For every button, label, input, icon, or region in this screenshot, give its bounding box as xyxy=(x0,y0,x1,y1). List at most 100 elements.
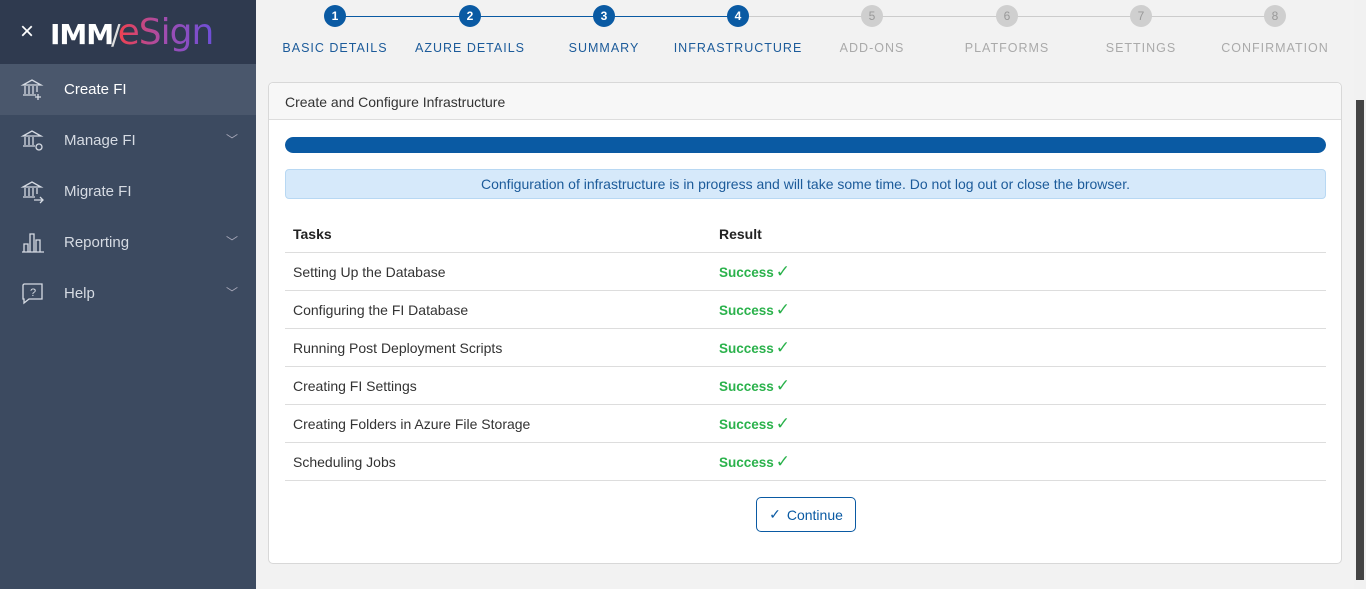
sidebar-item-reporting[interactable]: Reporting ﹀ xyxy=(0,217,256,268)
chevron-down-icon[interactable]: ﹀ xyxy=(225,286,238,300)
step-label: PLATFORMS xyxy=(964,41,1050,55)
step-settings: 7 SETTINGS xyxy=(1074,5,1208,55)
table-row: Running Post Deployment Scripts Success ✓ xyxy=(285,329,1326,367)
infrastructure-card: Create and Configure Infrastructure Conf… xyxy=(268,82,1342,564)
logo-slash: / xyxy=(111,17,120,51)
step-label: INFRASTRUCTURE xyxy=(673,41,803,55)
chevron-down-icon[interactable]: ﹀ xyxy=(225,235,238,249)
sidebar-item-label: Reporting xyxy=(64,234,130,251)
step-label: AZURE DETAILS xyxy=(414,41,525,55)
continue-button[interactable]: ✓ Continue xyxy=(756,497,856,532)
sidebar-item-help[interactable]: ? Help ﹀ xyxy=(0,268,256,319)
scrollbar-thumb[interactable] xyxy=(1356,100,1364,580)
step-label: CONFIRMATION xyxy=(1221,41,1329,55)
result-status: Success ✓ xyxy=(719,300,790,320)
sidebar-item-create-fi[interactable]: Create FI xyxy=(0,64,256,115)
continue-label: Continue xyxy=(786,506,843,523)
table-row: Creating FI Settings Success ✓ xyxy=(285,367,1326,405)
step-platforms: 6 PLATFORMS xyxy=(940,5,1074,55)
bank-plus-icon xyxy=(0,77,64,103)
check-icon: ✓ xyxy=(775,413,791,433)
task-name: Running Post Deployment Scripts xyxy=(293,339,503,356)
step-label: SUMMARY xyxy=(568,41,640,55)
result-status: Success ✓ xyxy=(719,338,790,358)
step-connector xyxy=(470,16,604,17)
brand-header: × IMM / eSign xyxy=(0,0,256,64)
result-text: Success xyxy=(719,454,774,470)
task-name: Setting Up the Database xyxy=(293,263,446,280)
task-name: Creating Folders in Azure File Storage xyxy=(293,415,531,432)
header-tasks: Tasks xyxy=(293,225,332,242)
check-icon: ✓ xyxy=(775,375,791,395)
task-name: Creating FI Settings xyxy=(293,377,417,394)
step-summary: 3 SUMMARY xyxy=(537,5,671,55)
step-label: ADD-ONS xyxy=(839,41,905,55)
table-row: Creating Folders in Azure File Storage Su… xyxy=(285,405,1326,443)
result-text: Success xyxy=(719,340,774,356)
table-row: Setting Up the Database Success ✓ xyxy=(285,253,1326,291)
table-row: Configuring the FI Database Success ✓ xyxy=(285,291,1326,329)
step-connector xyxy=(738,16,872,17)
step-connector xyxy=(1007,16,1141,17)
step-number: 7 xyxy=(1130,5,1152,27)
result-text: Success xyxy=(719,302,774,318)
svg-text:?: ? xyxy=(30,287,36,299)
card-title: Create and Configure Infrastructure xyxy=(269,83,1341,120)
result-status: Success ✓ xyxy=(719,376,790,396)
step-azure-details: 2 AZURE DETAILS xyxy=(403,5,537,55)
result-status: Success ✓ xyxy=(719,452,790,472)
step-number: 1 xyxy=(324,5,346,27)
step-number: 8 xyxy=(1264,5,1286,27)
task-name: Configuring the FI Database xyxy=(293,301,469,318)
progress-bar xyxy=(285,137,1326,153)
chevron-down-icon[interactable]: ﹀ xyxy=(225,133,238,147)
table-row: Scheduling Jobs Success ✓ xyxy=(285,443,1326,481)
sidebar-item-label: Help xyxy=(64,285,95,302)
result-text: Success xyxy=(719,264,774,280)
logo-text: IMM xyxy=(50,17,114,51)
result-text: Success xyxy=(719,378,774,394)
logo-esign: eSign xyxy=(117,11,215,53)
bank-gear-icon xyxy=(0,128,64,154)
sidebar-item-label: Manage FI xyxy=(64,132,136,149)
result-status: Success ✓ xyxy=(719,262,790,282)
table-header: Tasks Result xyxy=(285,215,1326,253)
task-name: Scheduling Jobs xyxy=(293,453,396,470)
check-icon: ✓ xyxy=(775,261,791,281)
step-infrastructure: 4 INFRASTRUCTURE xyxy=(671,5,805,55)
step-connector xyxy=(335,16,470,17)
step-number: 4 xyxy=(727,5,749,27)
step-confirmation: 8 CONFIRMATION xyxy=(1208,5,1342,55)
step-add-ons: 5 ADD-ONS xyxy=(805,5,939,55)
help-bubble-icon: ? xyxy=(0,281,64,307)
sidebar: × IMM / eSign Create FI Manage FI ﹀ Migrate F… xyxy=(0,0,256,589)
result-text: Success xyxy=(719,416,774,432)
check-icon: ✓ xyxy=(769,506,781,522)
close-menu-icon[interactable]: × xyxy=(20,18,35,45)
step-label: SETTINGS xyxy=(1105,41,1177,55)
scrollbar[interactable] xyxy=(1354,0,1366,589)
sidebar-item-migrate-fi[interactable]: Migrate FI xyxy=(0,166,256,217)
step-connector xyxy=(604,16,738,17)
step-number: 2 xyxy=(459,5,481,27)
step-label: BASIC DETAILS xyxy=(282,41,388,55)
check-icon: ✓ xyxy=(775,299,791,319)
info-alert: Configuration of infrastructure is in pr… xyxy=(285,169,1326,199)
step-number: 6 xyxy=(996,5,1018,27)
sidebar-item-label: Create FI xyxy=(64,81,127,98)
step-number: 5 xyxy=(861,5,883,27)
step-connector xyxy=(1141,16,1275,17)
result-status: Success ✓ xyxy=(719,414,790,434)
step-connector xyxy=(872,16,1007,17)
bank-arrow-icon xyxy=(0,179,64,205)
header-result: Result xyxy=(719,225,762,242)
check-icon: ✓ xyxy=(775,337,791,357)
logo: IMM / eSign xyxy=(50,11,215,53)
tasks-table: Tasks Result Setting Up the Database Succ… xyxy=(285,215,1326,481)
step-basic-details: 1 BASIC DETAILS xyxy=(268,5,402,55)
sidebar-item-label: Migrate FI xyxy=(64,183,132,200)
check-icon: ✓ xyxy=(775,451,791,471)
bar-chart-icon xyxy=(0,230,64,256)
sidebar-item-manage-fi[interactable]: Manage FI ﹀ xyxy=(0,115,256,166)
step-number: 3 xyxy=(593,5,615,27)
